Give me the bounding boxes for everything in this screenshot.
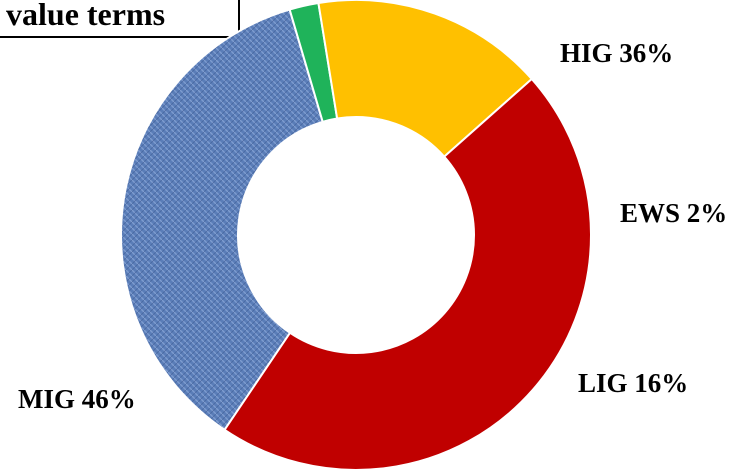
chart-title: value terms [6, 0, 166, 32]
slice-mig [223, 77, 592, 471]
label-hig: HIG 36% [560, 38, 673, 68]
slice-lig [317, 0, 534, 159]
slice-hig [120, 8, 324, 432]
label-ews: EWS 2% [620, 198, 727, 228]
label-mig: MIG 46% [18, 384, 136, 414]
chart-title-box: value terms [0, 0, 240, 38]
slice-labels: HIG 36% EWS 2% LIG 16% MIG 46% [18, 38, 727, 414]
label-lig: LIG 16% [578, 368, 688, 398]
pie-slices [120, 0, 592, 471]
